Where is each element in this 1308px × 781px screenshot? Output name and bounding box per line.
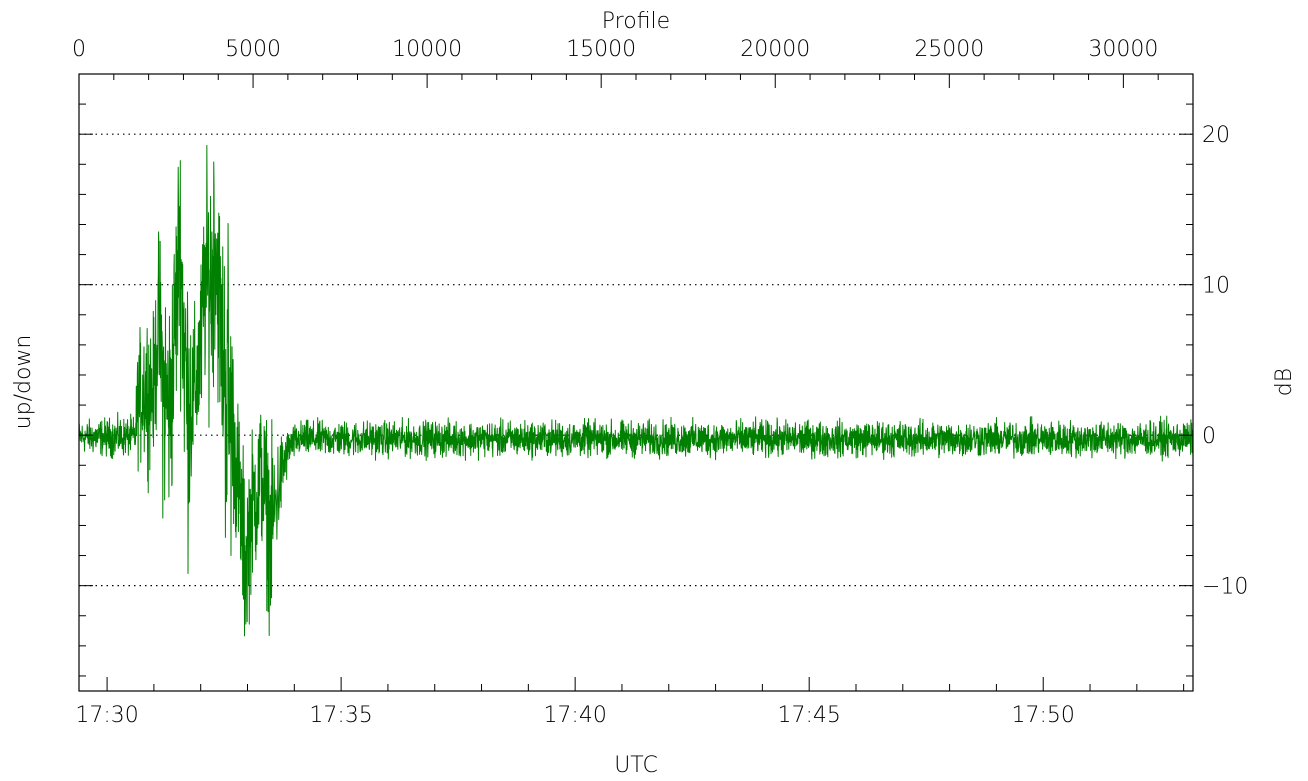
left-axis-title: up/down xyxy=(11,335,36,430)
top-tick-label: 20000 xyxy=(740,37,810,62)
right-tick-label: −10 xyxy=(1202,575,1248,600)
axis-ticks xyxy=(78,73,1193,691)
bottom-tick-label: 17:30 xyxy=(75,703,138,728)
bottom-tick-label: 17:40 xyxy=(543,703,606,728)
right-tick-label: 10 xyxy=(1202,274,1230,299)
top-tick-label: 10000 xyxy=(392,37,462,62)
top-tick-label: 5000 xyxy=(225,37,281,62)
right-axis-title: dB xyxy=(1272,368,1297,396)
top-tick-label: 15000 xyxy=(566,37,636,62)
right-tick-label: 0 xyxy=(1202,424,1216,449)
top-axis-title: Profile xyxy=(602,9,670,34)
tick-labels: 0 5000 10000 15000 20000 25000 30000 17:30 17:35… xyxy=(72,37,1248,728)
top-tick-label: 0 xyxy=(72,37,86,62)
bottom-tick-label: 17:50 xyxy=(1012,703,1075,728)
plot-frame xyxy=(78,73,1194,692)
right-tick-label: 20 xyxy=(1202,123,1230,148)
data-series xyxy=(78,144,1194,637)
top-tick-label: 25000 xyxy=(914,37,984,62)
bottom-tick-label: 17:35 xyxy=(309,703,372,728)
bottom-tick-label: 17:45 xyxy=(777,703,840,728)
top-tick-label: 30000 xyxy=(1088,37,1158,62)
grid-lines xyxy=(79,133,1193,587)
signal-series-line xyxy=(78,144,1194,637)
bottom-axis-title: UTC xyxy=(614,753,658,778)
